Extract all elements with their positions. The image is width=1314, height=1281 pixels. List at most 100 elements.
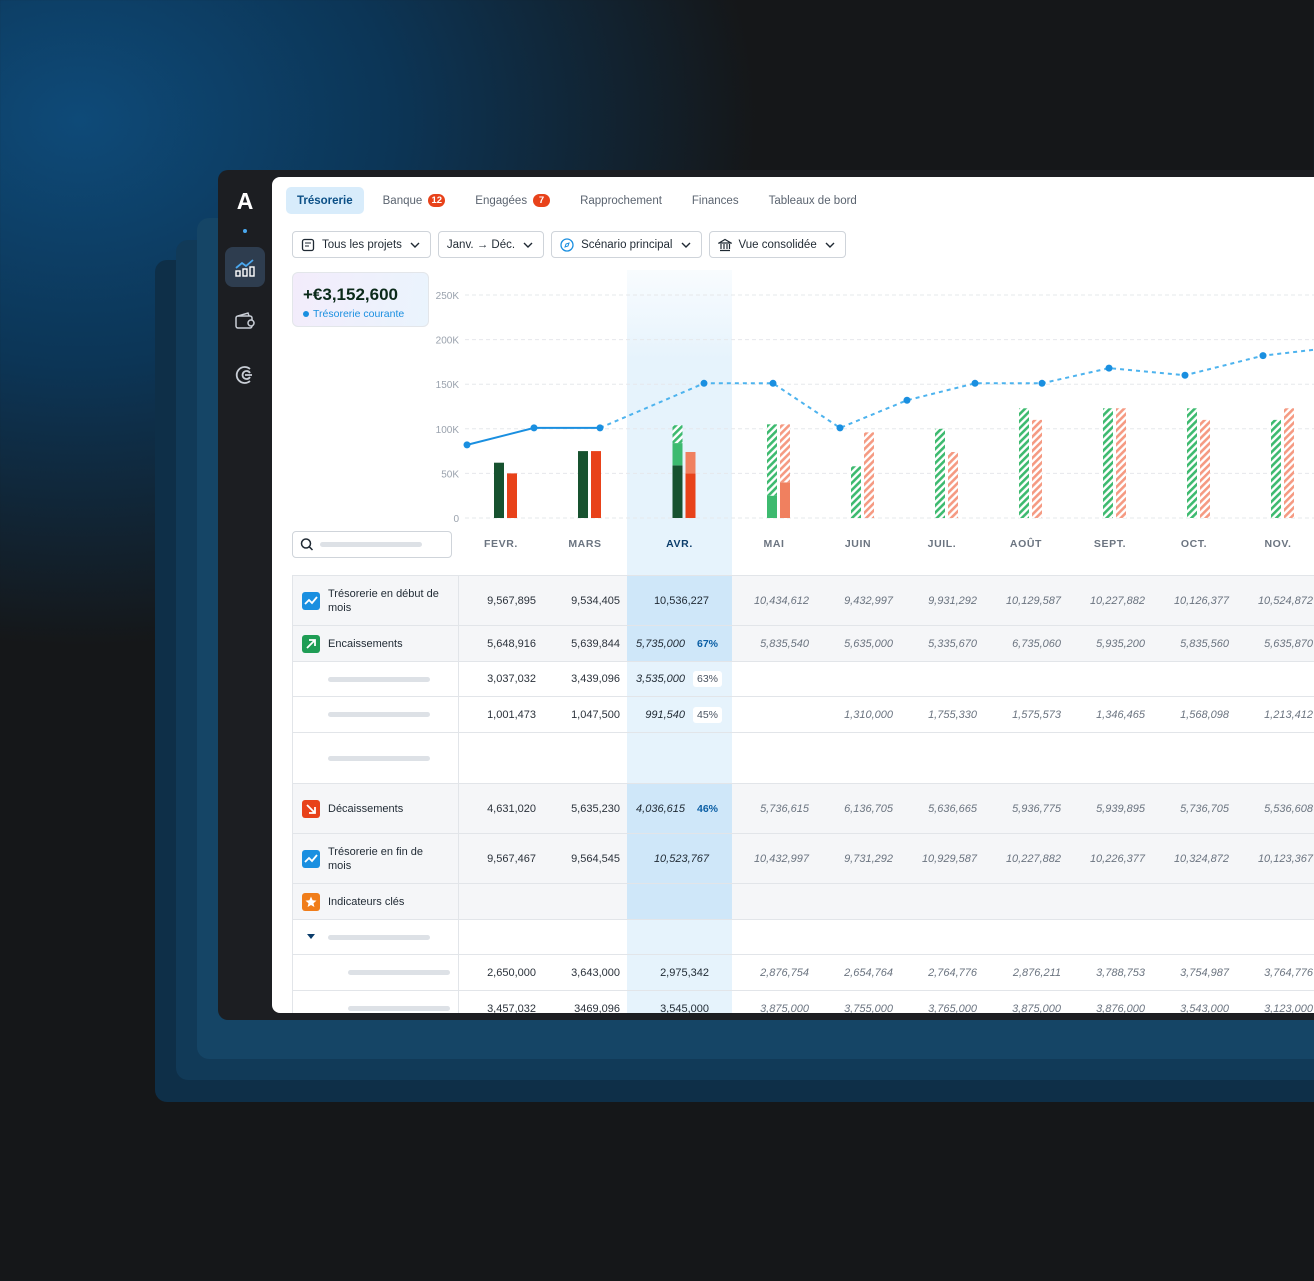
nav-treasury[interactable] — [225, 247, 265, 287]
table-cell: 5,636,665 — [900, 784, 984, 833]
cell-value: 3,876,000 — [1096, 1002, 1145, 1014]
nav-reports[interactable] — [225, 355, 265, 395]
cell-percent: 67% — [696, 637, 718, 650]
filter-dropdown[interactable]: Janv. → Déc. — [437, 231, 545, 258]
chevron — [825, 242, 835, 248]
cell-value: 5,939,895 — [1096, 802, 1145, 815]
row-label-cell — [292, 991, 459, 1013]
bar-segment — [1284, 408, 1294, 518]
table-cell — [543, 920, 627, 954]
tab[interactable]: Trésorerie — [286, 187, 364, 214]
row-label: Trésorerie en fin de mois — [328, 845, 423, 872]
table-cell: 5,736,705 — [1152, 784, 1236, 833]
table-cell: 1,213,412 — [1236, 697, 1314, 732]
table-cell: 3,123,000 — [1236, 991, 1314, 1014]
table-cell — [1236, 884, 1314, 919]
cell-value: 2,764,776 — [928, 966, 977, 979]
bar-segment — [1103, 408, 1113, 518]
nav-wallet[interactable] — [225, 301, 265, 341]
cell-value: 1,001,473 — [487, 708, 536, 721]
cell-value: 3,545,000 — [660, 1002, 709, 1014]
table-cell: 10,126,377 — [1152, 576, 1236, 625]
placeholder-bar — [328, 934, 430, 940]
group-row: Décaissements 4,631,020 5,635,230 4,036,615… — [292, 783, 1314, 834]
cell-value: 5,636,665 — [928, 802, 977, 815]
filter-label: Janv. → Déc. — [446, 238, 516, 251]
table-cell: 9,432,997 — [816, 576, 900, 625]
icon — [235, 312, 255, 329]
table-cell: 1,310,000 — [816, 697, 900, 732]
table-cell — [627, 884, 732, 919]
cell-value: 10,226,377 — [1089, 852, 1145, 865]
bar-segment — [780, 424, 790, 483]
table-cell: 9,534,405 — [543, 576, 627, 625]
cell-value: 5,936,775 — [1012, 802, 1061, 815]
bar-segment — [1271, 419, 1281, 518]
filter-dropdown[interactable]: Tous les projets — [292, 231, 431, 258]
tab-label: Finances — [691, 194, 739, 207]
line-point — [769, 379, 777, 387]
table-cell: 9,567,895 — [459, 576, 543, 625]
table-cell: 10,434,612 — [732, 576, 816, 625]
cell-value: 5,639,844 — [571, 637, 620, 650]
row-label-cell — [292, 662, 459, 696]
table-cell — [1068, 733, 1152, 783]
row-label: Décaissements — [328, 802, 404, 815]
table-cell: 3,535,000 63% — [627, 662, 732, 696]
table-cell — [1068, 884, 1152, 919]
table-cell: 10,523,767 — [627, 834, 732, 883]
bar-segment — [685, 473, 696, 518]
search-box[interactable] — [292, 531, 452, 558]
table-cell — [984, 920, 1068, 954]
tab-label: Banque — [382, 194, 423, 207]
tab[interactable]: Banque 12 — [372, 187, 457, 214]
table-cell — [816, 920, 900, 954]
column-header: JUIN — [844, 538, 872, 550]
table-cell: 10,226,377 — [1068, 834, 1152, 883]
placeholder-bar — [328, 676, 430, 682]
tab[interactable]: Rapprochement — [569, 187, 673, 214]
bar-segment — [507, 473, 517, 518]
sub-row — [292, 732, 1314, 784]
filter-dropdown[interactable]: Vue consolidée — [708, 231, 846, 258]
column-header: JUIL. — [927, 538, 957, 550]
table-cell: 3,457,032 — [459, 991, 543, 1014]
table-cell: 5,936,775 — [984, 784, 1068, 833]
logo[interactable]: A — [236, 188, 254, 214]
table-cell: 5,735,000 67% — [627, 626, 732, 661]
cell-value: 5,735,000 — [636, 637, 685, 650]
cell-value: 2,650,000 — [487, 966, 536, 979]
table-cell — [984, 733, 1068, 783]
cell-value: 9,432,997 — [844, 594, 893, 607]
bar-segment — [1116, 408, 1126, 518]
cell-value: 3,535,000 — [636, 673, 685, 685]
cell-value: 10,524,872 — [1257, 594, 1313, 607]
bar-segment — [672, 425, 683, 444]
cell-value: 10,434,612 — [753, 594, 809, 607]
tab[interactable]: Tableaux de bord — [758, 187, 868, 214]
bar-segment — [948, 451, 958, 518]
table-cell: 3,788,753 — [1068, 955, 1152, 990]
table-cell: 3,037,032 — [459, 662, 543, 696]
filter-label: Vue consolidée — [738, 238, 817, 251]
sub-row: 3,457,032 3469,096 3,545,000 3,875,000 3,755… — [292, 990, 1314, 1013]
tab-label: Tableaux de bord — [768, 194, 857, 207]
tab[interactable]: Finances — [681, 187, 750, 214]
table-cell — [732, 697, 816, 732]
tab[interactable]: Engagées 7 — [464, 187, 561, 214]
cell-value: 3,788,753 — [1096, 966, 1145, 979]
table-cell — [900, 662, 984, 696]
table-cell: 10,432,997 — [732, 834, 816, 883]
tab-label: Rapprochement — [580, 194, 662, 207]
table-cell — [732, 920, 816, 954]
line-point — [530, 424, 538, 432]
cell-value: 5,635,000 — [844, 637, 893, 650]
table-cell — [1152, 884, 1236, 919]
filter-dropdown[interactable]: Scénario principal — [551, 231, 702, 258]
table-cell: 5,635,000 — [816, 626, 900, 661]
tab-badge: 7 — [533, 194, 551, 207]
cell-value: 3,439,096 — [571, 673, 620, 685]
table-cell: 6,136,705 — [816, 784, 900, 833]
cell-value: 3,754,987 — [1180, 966, 1229, 979]
